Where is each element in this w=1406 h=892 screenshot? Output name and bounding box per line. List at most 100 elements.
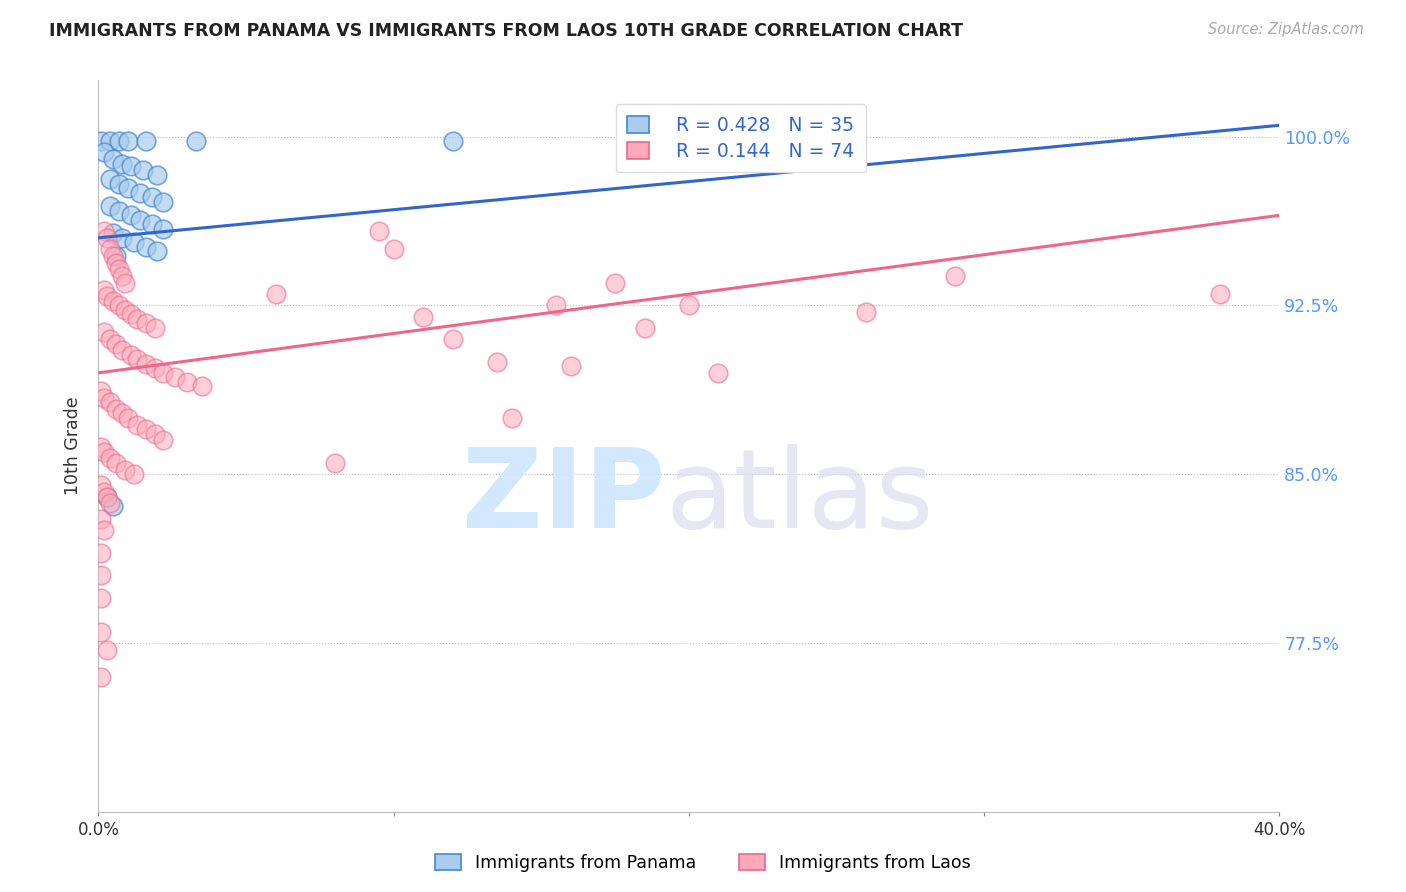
Point <box>108 262 131 277</box>
Point <box>368 224 391 238</box>
Point <box>93 444 115 458</box>
Point <box>103 499 125 513</box>
Point <box>152 366 174 380</box>
Point <box>382 242 405 256</box>
Point <box>96 289 118 303</box>
Point <box>546 298 568 312</box>
Point <box>125 417 148 432</box>
Point <box>98 134 121 148</box>
Point <box>103 249 125 263</box>
Y-axis label: 10th Grade: 10th Grade <box>65 397 83 495</box>
Point <box>90 478 112 492</box>
Point <box>93 485 115 500</box>
Point <box>128 186 150 200</box>
Point <box>98 395 121 409</box>
Point <box>103 152 125 166</box>
Text: IMMIGRANTS FROM PANAMA VS IMMIGRANTS FROM LAOS 10TH GRADE CORRELATION CHART: IMMIGRANTS FROM PANAMA VS IMMIGRANTS FRO… <box>49 22 963 40</box>
Point <box>132 163 155 178</box>
Point <box>143 321 166 335</box>
Point <box>98 199 121 213</box>
Point <box>114 276 136 290</box>
Point <box>93 145 115 160</box>
Point <box>501 410 523 425</box>
Point <box>105 401 128 416</box>
Point <box>486 354 509 368</box>
Point <box>105 336 128 351</box>
Point <box>135 316 157 330</box>
Point <box>141 190 163 204</box>
Point <box>90 440 112 454</box>
Point <box>117 181 139 195</box>
Point <box>117 410 139 425</box>
Point <box>93 283 115 297</box>
Point <box>323 456 346 470</box>
Point <box>120 208 142 222</box>
Point <box>264 287 287 301</box>
Point <box>111 406 134 420</box>
Point <box>135 240 157 254</box>
Point <box>96 642 118 657</box>
Point <box>111 343 134 358</box>
Point <box>90 591 112 605</box>
Point <box>122 467 145 482</box>
Point <box>125 352 148 367</box>
Point <box>1209 287 1232 301</box>
Point <box>125 311 148 326</box>
Point <box>98 242 121 256</box>
Point <box>98 332 121 346</box>
Point <box>143 426 166 441</box>
Point <box>98 451 121 466</box>
Point <box>108 177 131 191</box>
Point <box>98 172 121 186</box>
Point <box>105 249 128 263</box>
Point <box>114 462 136 476</box>
Point <box>90 384 112 398</box>
Point <box>412 310 434 324</box>
Point <box>90 624 112 639</box>
Point <box>93 524 115 538</box>
Point <box>135 134 157 148</box>
Point <box>146 244 169 259</box>
Point <box>96 490 118 504</box>
Point <box>128 212 150 227</box>
Point <box>120 348 142 362</box>
Point <box>120 307 142 321</box>
Point <box>605 276 627 290</box>
Point <box>90 134 112 148</box>
Point <box>111 231 134 245</box>
Point <box>108 203 131 218</box>
Point <box>634 321 657 335</box>
Point <box>93 326 115 340</box>
Point <box>90 546 112 560</box>
Point <box>105 456 128 470</box>
Point <box>707 366 730 380</box>
Point <box>122 235 145 250</box>
Point <box>152 434 174 448</box>
Point <box>93 391 115 405</box>
Point <box>93 224 115 238</box>
Point <box>943 269 966 284</box>
Point <box>135 422 157 436</box>
Point <box>143 361 166 376</box>
Point <box>176 375 198 389</box>
Point <box>108 134 131 148</box>
Point <box>90 512 112 526</box>
Text: ZIP: ZIP <box>463 443 665 550</box>
Point <box>90 670 112 684</box>
Text: Source: ZipAtlas.com: Source: ZipAtlas.com <box>1208 22 1364 37</box>
Point <box>678 298 700 312</box>
Point <box>135 357 157 371</box>
Legend:   R = 0.428   N = 35,   R = 0.144   N = 74: R = 0.428 N = 35, R = 0.144 N = 74 <box>616 104 866 172</box>
Point <box>117 134 139 148</box>
Point <box>103 227 125 241</box>
Point <box>152 194 174 209</box>
Point <box>184 134 207 148</box>
Point <box>98 496 121 510</box>
Point <box>441 134 464 148</box>
Legend: Immigrants from Panama, Immigrants from Laos: Immigrants from Panama, Immigrants from … <box>427 847 979 879</box>
Point <box>152 222 174 236</box>
Point <box>103 293 125 308</box>
Point <box>146 168 169 182</box>
Point <box>111 269 134 284</box>
Point <box>108 298 131 312</box>
